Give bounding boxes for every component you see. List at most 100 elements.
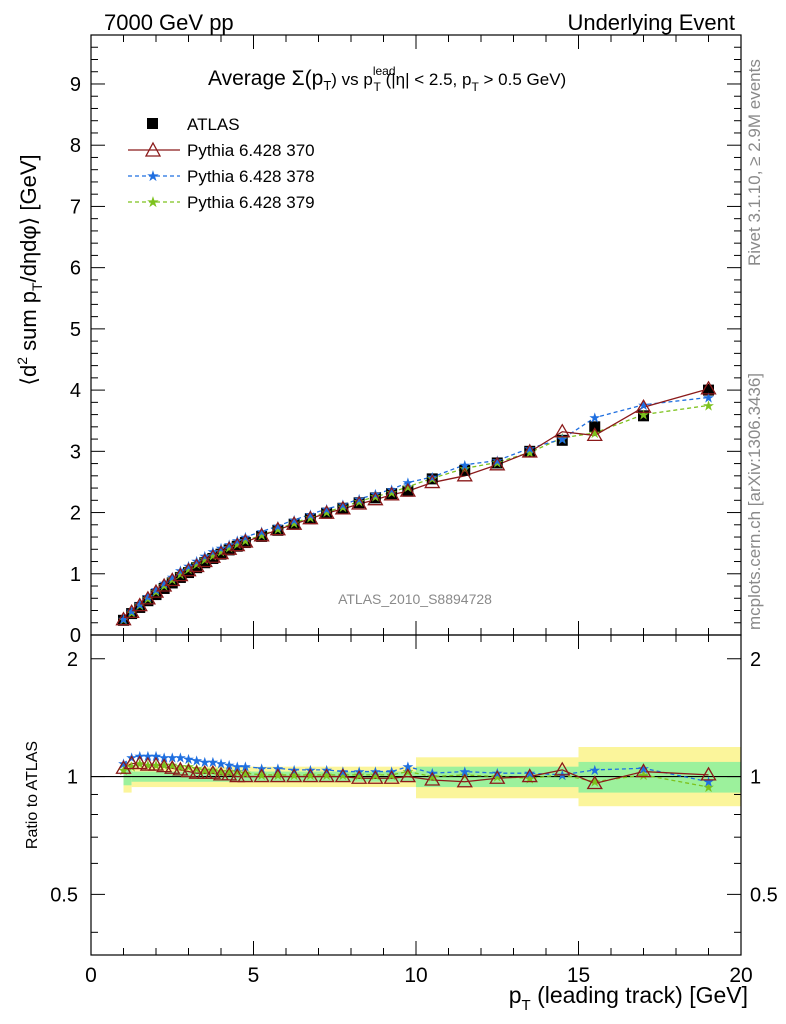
legend-label-370: Pythia 6.428 370 (187, 141, 315, 160)
ratio-point-370 (635, 763, 652, 778)
series-point-379: ★ (702, 397, 715, 413)
series-point-370 (237, 533, 254, 548)
ratio-point-379: ★ (320, 767, 333, 783)
series-point-370 (285, 515, 303, 530)
series-point-378: ★ (255, 524, 268, 540)
ratio-point-378: ★ (182, 751, 195, 767)
y-tick-label-ratio: 2 (67, 649, 78, 671)
y-tick-label-ratio: 0.5 (50, 884, 78, 906)
analysis-id-label: ATLAS_2010_S8894728 (338, 591, 492, 607)
ratio-point-370 (586, 775, 603, 790)
ratio-series: ★★★★★★★★★★★★★★★★ ★ ★ ★ ★ ★ ★ ★ ★ ★ ★ ★ ★ ★ ★ ★ ★ ★★★★★★★★… (115, 748, 717, 795)
series-point-370 (131, 597, 148, 612)
main-axes: 0 1 2 3 4 5 6 7 8 9 (70, 34, 742, 647)
ratio-point-370 (172, 761, 189, 776)
ratio-point-378: ★ (174, 749, 187, 765)
ratio-point-378: ★ (142, 748, 155, 764)
legend-marker-378: ★ (146, 168, 159, 185)
ratio-point-370 (383, 769, 400, 784)
ratio-point-378: ★ (255, 760, 268, 776)
ratio-point-379: ★ (272, 767, 285, 783)
ratio-point-370 (212, 766, 230, 781)
atlas-point (459, 464, 471, 476)
ratio-point-370 (115, 759, 132, 774)
y-tick-label-main: 4 (70, 380, 81, 402)
ratio-point-379: ★ (288, 767, 301, 783)
ratio-point-370 (554, 761, 571, 776)
series-point-370 (172, 567, 189, 582)
series-point-379: ★ (288, 515, 301, 531)
y-tick-label-ratio: 1 (67, 767, 78, 789)
series-point-370 (196, 553, 213, 568)
ratio-point-370 (285, 768, 303, 783)
x-tick-label: 20 (729, 964, 752, 987)
header-right: Underlying Event (567, 10, 735, 35)
ratio-point-379: ★ (353, 767, 366, 783)
legend-label-379: Pythia 6.428 379 (187, 193, 315, 212)
ratio-point-378: ★ (223, 757, 236, 773)
atlas-point (556, 434, 568, 446)
series-point-370 (269, 521, 287, 536)
series-point-370 (635, 398, 652, 413)
series-point-370 (139, 590, 157, 605)
atlas-point (386, 488, 398, 500)
atlas-point (256, 530, 268, 542)
ratio-point-370 (334, 768, 352, 783)
series-point-378: ★ (588, 410, 601, 426)
atlas-point (524, 445, 536, 457)
legend: ATLAS Pythia 6.428 370 ★ Pythia 6.428 37… (128, 115, 315, 212)
series-point-378: ★ (150, 582, 163, 598)
ratio-point-379: ★ (255, 767, 268, 783)
atlas-point (589, 421, 601, 433)
series-point-378: ★ (458, 457, 471, 473)
ratio-point-370 (521, 768, 538, 783)
series-point-370 (367, 491, 384, 506)
series-point-370 (180, 562, 197, 577)
atlas-point (304, 513, 316, 525)
ratio-line-pythia-6-428-378 (123, 755, 709, 783)
legend-marker-379: ★ (146, 194, 159, 211)
atlas-point (231, 540, 243, 552)
series-point-370 (302, 510, 319, 525)
ratio-point-370 (237, 768, 254, 783)
ratio-point-370 (155, 758, 173, 773)
series-point-370 (220, 540, 238, 555)
series-point-379: ★ (239, 533, 252, 549)
ratio-panel: 0 5 10 15 200.5 0.51 12 2 ★★★★★★★★★★★★★★★★ ★ ★ ★ ★ ★… (24, 634, 778, 987)
series-point-379: ★ (190, 556, 203, 572)
legend-marker-atlas (147, 118, 158, 129)
y-tick-label-main: 2 (70, 503, 81, 525)
ratio-point-370 (424, 771, 441, 786)
series-point-370 (164, 572, 181, 587)
y-tick-label-ratio-right: 2 (750, 649, 761, 671)
series-point-379: ★ (207, 547, 220, 563)
ratio-point-370 (302, 768, 319, 783)
y-tick-label-ratio-right: 1 (750, 767, 761, 789)
series-point-379: ★ (182, 561, 195, 577)
ratio-point-378: ★ (158, 749, 171, 765)
y-tick-label-main: 0 (70, 625, 81, 647)
main-series: ★★★★★★★★★★★★★★★★ ★ ★ ★ ★ ★ ★ ★ ★ ★ ★★★ ★★★ ★★★★★★★★★… (115, 380, 717, 628)
series-point-370 (318, 504, 335, 519)
ratio-point-378: ★ (588, 762, 601, 778)
series-point-378: ★ (288, 512, 301, 528)
ratio-point-370 (204, 764, 222, 779)
ratio-point-378: ★ (198, 754, 211, 770)
series-point-379: ★ (353, 494, 366, 510)
series-line-pythia-6-428-378 (123, 396, 709, 620)
y-tick-label-ratio-right: 0.5 (750, 884, 778, 906)
ratio-point-378: ★ (402, 759, 415, 775)
atlas-point (158, 582, 170, 594)
atlas-point (191, 562, 203, 574)
atlas-point (142, 595, 154, 607)
atlas-point (223, 544, 235, 556)
ratio-point-379: ★ (304, 767, 317, 783)
ratio-point-370 (188, 764, 205, 779)
y-tick-label-main: 9 (70, 74, 81, 96)
chart-title: Average Σ(pT) vs plead T (|η| < 2.5, pT >… (208, 64, 566, 94)
series-point-379: ★ (117, 612, 130, 628)
ratio-point-378: ★ (166, 749, 179, 765)
series-point-370 (554, 423, 571, 438)
series-point-379: ★ (255, 527, 268, 543)
